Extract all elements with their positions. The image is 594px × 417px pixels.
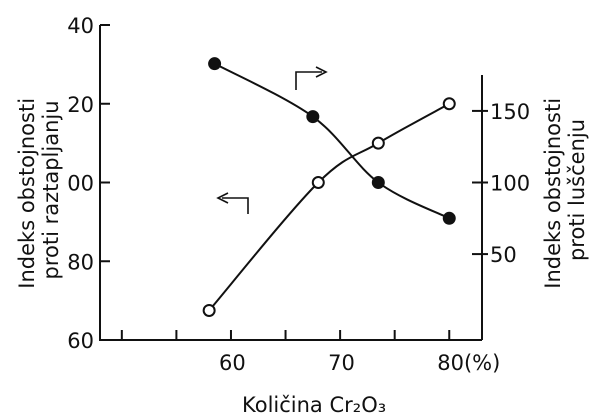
arrow-right-axis-head — [315, 66, 328, 78]
right-axis-title-line-2: proti luščenju — [565, 119, 589, 261]
series-layer — [202, 57, 456, 317]
arrow-left-axis-head — [216, 192, 229, 204]
right-tick-label-1: 100 — [490, 172, 530, 196]
left-axis-title-line-2: proti raztapljanju — [39, 100, 63, 279]
right-axis-title: Indeks obstojnosti proti luščenju — [541, 91, 589, 288]
series-0-point-2 — [371, 176, 385, 189]
left-tick-label-4: 40 — [67, 14, 94, 38]
series-1-line — [208, 102, 450, 312]
ticks: 60 70 80(%) 60 80 00 20 40 50 100 150 — [67, 14, 530, 375]
left-tick-label-0: 60 — [67, 329, 94, 353]
arrow-right-axis — [295, 71, 322, 90]
left-tick-label-2: 00 — [67, 172, 94, 196]
series-1-point-3 — [442, 97, 456, 111]
series-0-point-0 — [208, 57, 222, 71]
series-0-point-3 — [442, 211, 456, 225]
axes — [99, 25, 483, 341]
arrow-left-axis — [222, 197, 249, 214]
x-tick-label-2: 80(%) — [437, 351, 500, 375]
right-tick-label-2: 150 — [490, 100, 530, 124]
left-tick-label-1: 80 — [67, 250, 94, 274]
x-tick-label-0: 60 — [219, 351, 246, 375]
right-tick-label-0: 50 — [490, 243, 517, 267]
series-0-line — [214, 62, 450, 220]
series-0-point-1 — [306, 110, 320, 124]
left-axis-title: Indeks obstojnosti proti raztapljanju — [15, 91, 63, 288]
series-1-point-0 — [202, 303, 216, 317]
x-axis-title: Količina Cr₂O₃ — [242, 393, 386, 417]
axis-frame — [99, 25, 482, 341]
series-1-point-2 — [371, 136, 385, 150]
series-axis-arrows — [216, 66, 328, 214]
right-axis-title-line-1: Indeks obstojnosti — [541, 98, 565, 289]
left-axis-title-line-1: Indeks obstojnosti — [15, 98, 39, 289]
series-1-point-1 — [311, 176, 325, 189]
x-tick-label-1: 70 — [328, 351, 355, 375]
left-tick-label-3: 20 — [67, 93, 94, 117]
